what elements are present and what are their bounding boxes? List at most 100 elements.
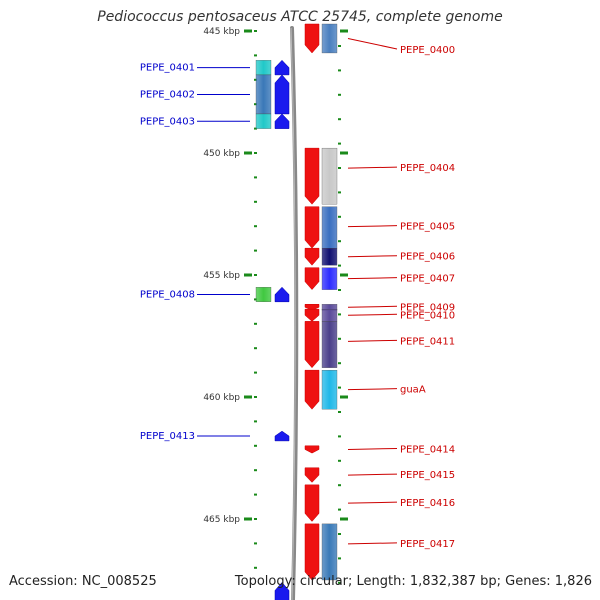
leader-line-pepe-0417 bbox=[347, 542, 398, 545]
cog-box-pepe-0410 bbox=[321, 309, 338, 322]
kbp-tick-label: 445 kbp bbox=[203, 27, 240, 37]
cog-box-pepe-0405 bbox=[321, 206, 338, 249]
minor-tick-left bbox=[254, 469, 257, 472]
gene-label-pepe-0414: PEPE_0414 bbox=[400, 444, 455, 455]
minor-tick-right bbox=[338, 93, 341, 96]
minor-tick-right bbox=[338, 557, 341, 560]
gene-arrow-pepe-0401 bbox=[274, 59, 290, 76]
minor-tick-left bbox=[254, 176, 257, 179]
gene-arrow-pepe-0407 bbox=[304, 267, 320, 291]
gene-label-pepe-0410: PEPE_0410 bbox=[400, 310, 455, 321]
cog-box-pepe-0401 bbox=[255, 60, 272, 76]
leader-line-pepe-0406 bbox=[347, 255, 398, 258]
cog-box-pepe-0402 bbox=[255, 74, 272, 115]
gene-arrow-pepe-0400 bbox=[304, 23, 320, 54]
minor-tick-right bbox=[338, 240, 341, 243]
minor-tick-left bbox=[254, 396, 257, 398]
gene-label-pepe-0402: PEPE_0402 bbox=[140, 89, 195, 100]
minor-tick-left bbox=[254, 420, 257, 423]
leader-line-pepe-0416 bbox=[347, 501, 398, 504]
minor-tick-left bbox=[254, 200, 257, 203]
major-tick bbox=[244, 395, 252, 399]
minor-tick-right bbox=[338, 386, 341, 389]
gene-label-pepe-0415: PEPE_0415 bbox=[400, 470, 455, 481]
cog-box-pepe-0400 bbox=[321, 23, 338, 54]
minor-tick-right bbox=[338, 533, 341, 535]
minor-tick-right bbox=[338, 142, 341, 145]
gene-label-pepe-0400: PEPE_0400 bbox=[400, 45, 455, 56]
gene-label-pepe-0405: PEPE_0405 bbox=[400, 222, 455, 233]
gene-arrow-pepe-0405 bbox=[304, 206, 320, 249]
leader-line-pepe-0415 bbox=[347, 473, 398, 476]
gene-arrow-pepe-0416 bbox=[304, 484, 320, 522]
minor-tick-right bbox=[338, 264, 341, 267]
minor-tick-right bbox=[338, 484, 341, 487]
major-tick-right bbox=[340, 517, 348, 521]
minor-tick-left bbox=[254, 152, 257, 154]
gene-label-pepe-0407: PEPE_0407 bbox=[400, 274, 455, 285]
leader-line-pepe-0404 bbox=[347, 166, 398, 169]
minor-tick-right bbox=[338, 69, 341, 72]
minor-tick-left bbox=[254, 30, 257, 32]
gene-arrow-gene bbox=[274, 582, 290, 600]
cog-box-pepe-0417 bbox=[321, 523, 338, 581]
minor-tick-left bbox=[254, 347, 257, 350]
gene-label-pepe-0403: PEPE_0403 bbox=[140, 116, 195, 127]
gene-label-pepe-0408: PEPE_0408 bbox=[140, 290, 195, 301]
major-tick-right bbox=[340, 273, 348, 277]
gene-arrow-pepe-0403 bbox=[274, 113, 290, 129]
major-tick bbox=[244, 151, 252, 155]
cog-box-pepe-0403 bbox=[255, 113, 272, 129]
kbp-tick-label: 460 kbp bbox=[203, 393, 240, 403]
gene-label-pepe-0416: PEPE_0416 bbox=[400, 498, 455, 509]
leader-line-pepe-0409 bbox=[347, 305, 398, 308]
kbp-tick-label: 455 kbp bbox=[203, 271, 240, 281]
minor-tick-left bbox=[254, 542, 257, 545]
cog-box-pepe-0406 bbox=[321, 248, 338, 266]
minor-tick-left bbox=[254, 225, 257, 228]
genome-backbone-highlight bbox=[290, 27, 296, 600]
gene-label-pepe-0404: PEPE_0404 bbox=[400, 163, 455, 174]
minor-tick-right bbox=[338, 118, 341, 121]
cog-box-pepe-0407 bbox=[321, 267, 338, 290]
gene-label-pepe-0413: PEPE_0413 bbox=[140, 431, 195, 442]
leader-line-pepe-0407 bbox=[347, 277, 398, 280]
gene-arrow-pepe-0406 bbox=[304, 247, 320, 266]
gene-arrow-pepe-0413 bbox=[274, 430, 290, 442]
minor-tick-left bbox=[254, 444, 257, 447]
major-tick bbox=[244, 273, 252, 277]
minor-tick-right bbox=[338, 459, 341, 462]
minor-tick-right bbox=[338, 508, 341, 511]
gene-arrow-pepe-0408 bbox=[274, 286, 290, 303]
genome-backbone bbox=[290, 26, 299, 600]
gene-label-pepe-0417: PEPE_0417 bbox=[400, 539, 455, 550]
gene-arrow-pepe-0410 bbox=[304, 308, 320, 322]
minor-tick-left bbox=[254, 493, 257, 496]
gene-label-pepe-0411: PEPE_0411 bbox=[400, 336, 455, 347]
cog-box-guaa bbox=[321, 370, 338, 410]
minor-tick-right bbox=[338, 435, 341, 438]
gene-arrow-pepe-0417 bbox=[304, 523, 320, 581]
accession-text: Accession: NC_008525 bbox=[9, 574, 157, 589]
gene-label-guaa: guaA bbox=[400, 385, 426, 396]
leader-line-pepe-0414 bbox=[347, 447, 398, 450]
gene-arrow-pepe-0414 bbox=[304, 445, 320, 454]
gene-arrow-pepe-0411 bbox=[304, 321, 320, 369]
gene-arrow-pepe-0404 bbox=[304, 147, 320, 205]
minor-tick-left bbox=[254, 127, 257, 130]
gene-label-pepe-0409: PEPE_0409 bbox=[400, 302, 455, 313]
cog-box-pepe-0404 bbox=[321, 147, 338, 205]
gene-arrow-guaa bbox=[304, 369, 320, 410]
minor-tick-left bbox=[254, 371, 257, 374]
minor-tick-right bbox=[338, 167, 341, 169]
minor-tick-right bbox=[338, 362, 341, 365]
gene-label-pepe-0406: PEPE_0406 bbox=[400, 252, 455, 263]
cog-box-pepe-0408 bbox=[255, 287, 272, 302]
minor-tick-right bbox=[338, 411, 341, 413]
minor-tick-right bbox=[338, 191, 341, 194]
minor-tick-left bbox=[254, 322, 257, 325]
gene-label-pepe-0401: PEPE_0401 bbox=[140, 63, 195, 74]
major-tick bbox=[244, 29, 252, 33]
